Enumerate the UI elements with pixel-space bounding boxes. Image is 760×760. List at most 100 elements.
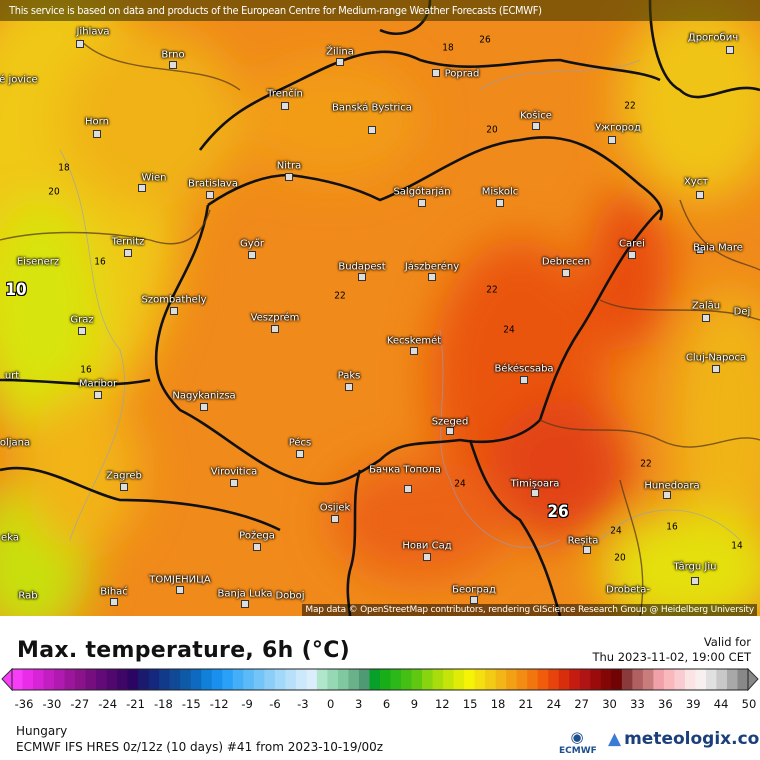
colorbar-segment [705, 669, 717, 690]
city-marker [712, 365, 720, 373]
colorbar-tick-label: 18 [490, 697, 506, 711]
colorbar-max-arrow [747, 668, 759, 692]
colorbar-tick-label: -12 [209, 697, 229, 711]
colorbar-tick-label: 36 [658, 697, 673, 711]
city-marker [418, 199, 426, 207]
ecmwf-logo: ◉ ECMWF [559, 728, 597, 756]
colorbar-tick-label: 24 [546, 697, 562, 711]
colorbar-segment [54, 669, 66, 690]
colorbar-tick-label: 15 [462, 697, 478, 711]
city-label: Horn [85, 116, 109, 128]
isotherm-label: 24 [503, 324, 515, 336]
city-label: Debrecen [541, 256, 591, 268]
colorbar-segment [64, 669, 76, 690]
city-marker [531, 489, 539, 497]
colorbar-tick-label: -21 [126, 697, 145, 711]
city-label: Dej [733, 306, 751, 318]
colorbar-tick-label: 21 [518, 697, 534, 711]
city-label: Osijek [319, 502, 351, 514]
colorbar-segment [43, 669, 55, 690]
colorbar-tick-label: 50 [741, 697, 757, 711]
city-marker [120, 483, 128, 491]
isotherm-label: 22 [640, 458, 652, 470]
city-marker [285, 173, 293, 181]
colorbar-segment [169, 669, 181, 690]
colorbar-segment [33, 669, 45, 690]
colorbar-tick-label: -27 [70, 697, 90, 711]
city-label: Banská Bystrica [332, 102, 412, 114]
isotherm-label: 16 [80, 364, 92, 376]
colorbar-tick-label: 6 [382, 697, 391, 711]
map-attribution: Map data © OpenStreetMap contributors, r… [302, 604, 757, 616]
isotherm-label: 24 [454, 478, 466, 490]
city-marker [358, 273, 366, 281]
colorbar-segment [390, 669, 402, 690]
city-label: Virovitica [210, 466, 258, 478]
colorbar-segment [180, 669, 192, 690]
city-marker [696, 191, 704, 199]
colorbar-segment [495, 669, 507, 690]
city-marker [76, 40, 84, 48]
colorbar-segment [695, 669, 707, 690]
colorbar-segment [106, 669, 118, 690]
colorbar-tick-label: 12 [434, 697, 450, 711]
colorbar-segment [127, 669, 139, 690]
colorbar-segment [316, 669, 328, 690]
colorbar-tick-label: 3 [354, 697, 363, 711]
meteologix-drop-icon: ▲ [608, 729, 622, 749]
city-label: Zagreb [106, 470, 142, 482]
city-label: Győr [240, 238, 264, 250]
colorbar-segment [506, 669, 518, 690]
temperature-map[interactable]: Jihlava Brno Žilina Poprad Košice Ужгород Дрог… [0, 0, 760, 616]
colorbar-segment [579, 669, 591, 690]
city-label: Poprad [444, 68, 480, 80]
colorbar-tick-label: -18 [154, 697, 173, 711]
colorbar-segment [663, 669, 675, 690]
city-marker [691, 577, 699, 585]
city-marker [248, 251, 256, 259]
colorbar-min-arrow [1, 668, 13, 692]
city-label: Baia Mare [693, 242, 743, 254]
city-label: Rab [18, 590, 38, 602]
meteologix-logo[interactable]: ▲meteologix.com [608, 729, 760, 749]
colorbar-segment [148, 669, 160, 690]
city-marker [138, 184, 146, 192]
city-marker [281, 102, 289, 110]
colorbar-segment [380, 669, 392, 690]
isotherm-label: 26 [547, 502, 569, 522]
isotherm-label: 16 [94, 256, 106, 268]
isotherm-label: 10 [5, 280, 27, 300]
city-label: Požega [239, 530, 275, 542]
colorbar-segment [632, 669, 644, 690]
colorbar-tick-label: -15 [181, 697, 201, 711]
colorbar-tick-label: 44 [713, 697, 729, 711]
colorbar-segment [485, 669, 497, 690]
colorbar-segment [222, 669, 234, 690]
city-label: eka [1, 532, 19, 544]
city-label: Pécs [288, 437, 312, 449]
city-label: Ternitz [111, 236, 145, 248]
isotherm-label: 22 [334, 290, 346, 302]
city-label: Košice [520, 110, 552, 122]
city-label: Nitra [276, 160, 302, 172]
city-marker [94, 391, 102, 399]
city-label: Дрогобич [687, 32, 739, 44]
city-marker [93, 130, 101, 138]
colorbar-segment [737, 669, 749, 690]
city-marker [423, 553, 431, 561]
colorbar-segment [642, 669, 654, 690]
city-label: Bratislava [188, 178, 238, 190]
chart-title: Max. temperature, 6h (°C) [17, 638, 351, 663]
city-marker [428, 273, 436, 281]
city-marker [726, 46, 734, 54]
colorbar-segment [348, 669, 360, 690]
colorbar-segment [464, 669, 476, 690]
city-label: Brno [161, 49, 185, 61]
isotherm-label: 24 [610, 525, 622, 537]
valid-time: Valid for Thu 2023-11-02, 19:00 CET [592, 635, 751, 665]
city-marker [404, 485, 412, 493]
meteologix-brand: meteologix.com [624, 729, 760, 749]
city-marker [470, 596, 478, 604]
city-marker [496, 199, 504, 207]
colorbar-segment [516, 669, 528, 690]
